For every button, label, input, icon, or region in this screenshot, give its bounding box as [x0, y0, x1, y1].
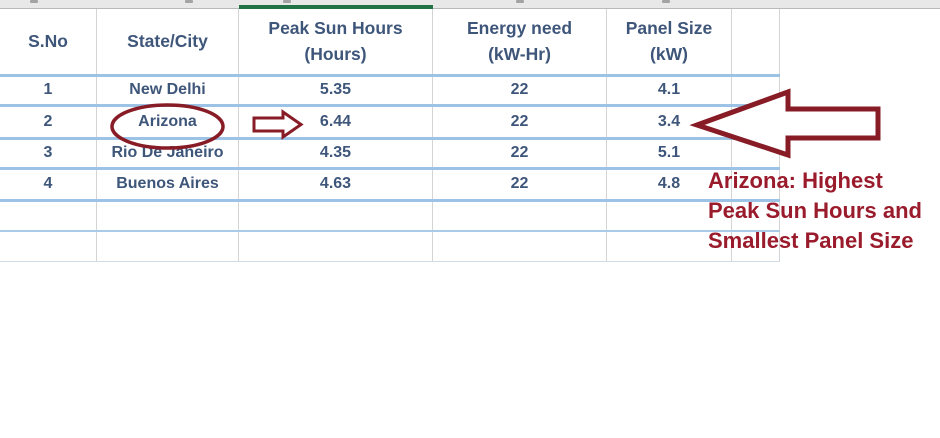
table-row: 2 Arizona 6.44 22 3.4 [0, 107, 780, 140]
cell-peak-sun[interactable] [239, 202, 433, 230]
cell-blank[interactable] [732, 232, 780, 261]
cell-panel-size[interactable] [607, 232, 732, 261]
table-row [0, 202, 780, 232]
header-cell-energy[interactable]: Energy need (kW-Hr) [433, 9, 607, 74]
cell-city[interactable]: Buenos Aires [97, 170, 239, 199]
cell-panel-size[interactable] [607, 202, 732, 230]
cell-peak-sun[interactable]: 4.35 [239, 140, 433, 167]
cell-city[interactable]: Rio De Janeiro [97, 140, 239, 167]
header-cell-sno[interactable]: S.No [0, 9, 97, 74]
cell-peak-sun[interactable] [239, 232, 433, 261]
cell-sno[interactable]: 2 [0, 107, 97, 137]
cell-energy[interactable] [433, 232, 607, 261]
cell-energy[interactable] [433, 202, 607, 230]
cell-blank[interactable] [732, 202, 780, 230]
column-letter-remnant [185, 0, 193, 3]
cell-sno[interactable] [0, 232, 97, 261]
selected-column-indicator [239, 5, 433, 9]
column-letter-remnant [516, 0, 524, 3]
cell-peak-sun[interactable]: 4.63 [239, 170, 433, 199]
cell-city[interactable]: Arizona [97, 107, 239, 137]
cell-sno[interactable]: 3 [0, 140, 97, 167]
data-table: S.No State/City Peak Sun Hours (Hours) E… [0, 9, 780, 262]
cell-panel-size[interactable]: 4.8 [607, 170, 732, 199]
table-row: 1 New Delhi 5.35 22 4.1 [0, 77, 780, 107]
cell-blank[interactable] [732, 77, 780, 104]
cell-city[interactable] [97, 202, 239, 230]
table-header-row: S.No State/City Peak Sun Hours (Hours) E… [0, 9, 780, 77]
table-row: 3 Rio De Janeiro 4.35 22 5.1 [0, 140, 780, 170]
cell-energy[interactable]: 22 [433, 107, 607, 137]
cell-energy[interactable]: 22 [433, 77, 607, 104]
annotation-note[interactable]: Arizona: Highest Peak Sun Hours and Smal… [708, 168, 922, 253]
cell-panel-size[interactable]: 5.1 [607, 140, 732, 167]
cell-sno[interactable] [0, 202, 97, 230]
column-letter-remnant [283, 0, 291, 3]
header-cell-state-city[interactable]: State/City [97, 9, 239, 74]
cell-energy[interactable]: 22 [433, 170, 607, 199]
cell-peak-sun[interactable]: 6.44 [239, 107, 433, 137]
cell-blank[interactable] [732, 140, 780, 167]
cell-blank[interactable] [732, 170, 780, 199]
cell-energy[interactable]: 22 [433, 140, 607, 167]
cell-panel-size[interactable]: 4.1 [607, 77, 732, 104]
cell-peak-sun[interactable]: 5.35 [239, 77, 433, 104]
column-letter-remnant [662, 0, 670, 3]
table-row [0, 232, 780, 262]
cell-city[interactable] [97, 232, 239, 261]
cell-blank[interactable] [732, 107, 780, 137]
header-cell-peak-sun[interactable]: Peak Sun Hours (Hours) [239, 9, 433, 74]
column-letter-remnant [30, 0, 38, 3]
cell-city[interactable]: New Delhi [97, 77, 239, 104]
header-cell-panel-size[interactable]: Panel Size (kW) [607, 9, 732, 74]
table-row: 4 Buenos Aires 4.63 22 4.8 [0, 170, 780, 202]
cell-sno[interactable]: 1 [0, 77, 97, 104]
cell-sno[interactable]: 4 [0, 170, 97, 199]
header-cell-blank[interactable] [732, 9, 780, 74]
column-header-strip[interactable] [0, 0, 940, 9]
cell-panel-size[interactable]: 3.4 [607, 107, 732, 137]
